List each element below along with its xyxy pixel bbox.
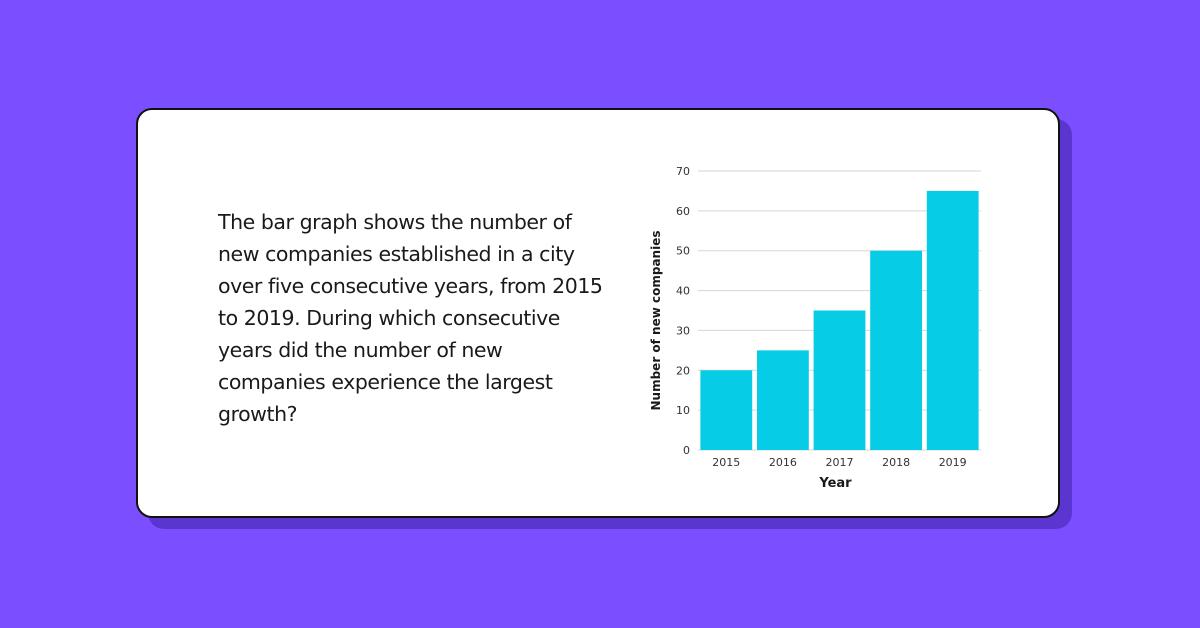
bar-2016 <box>757 350 809 450</box>
bar-2015 <box>700 370 753 450</box>
y-tick-label: 60 <box>676 205 690 218</box>
y-tick-label: 70 <box>676 165 690 178</box>
question-text: The bar graph shows the number of new co… <box>218 210 603 426</box>
x-tick-label: 2016 <box>769 456 797 469</box>
y-tick-label: 30 <box>676 324 690 337</box>
x-tick-label: 2018 <box>882 456 910 469</box>
x-tick-label: 2017 <box>826 456 854 469</box>
y-axis-ticks: 0 10 20 30 40 50 60 70 <box>676 165 690 457</box>
x-axis-ticks: 2015 2016 2017 2018 2019 <box>712 456 966 469</box>
x-tick-label: 2015 <box>712 456 740 469</box>
y-tick-label: 40 <box>676 285 690 298</box>
x-tick-label: 2019 <box>939 456 967 469</box>
y-tick-label: 20 <box>676 364 690 377</box>
bar-2018 <box>870 250 922 450</box>
bars <box>700 190 979 450</box>
bar-chart: 0 10 20 30 40 50 60 70 2015 2016 2017 2018 2019 Yea… <box>649 165 981 491</box>
y-tick-label: 10 <box>676 404 690 417</box>
bar-2017 <box>813 310 866 450</box>
y-tick-label: 50 <box>676 245 690 258</box>
y-tick-label: 0 <box>683 444 690 457</box>
x-axis-label: Year <box>818 476 852 491</box>
bar-2019 <box>926 190 979 450</box>
question-card: The bar graph shows the number of new co… <box>136 108 1060 518</box>
y-axis-label: Number of new companies <box>649 231 663 411</box>
